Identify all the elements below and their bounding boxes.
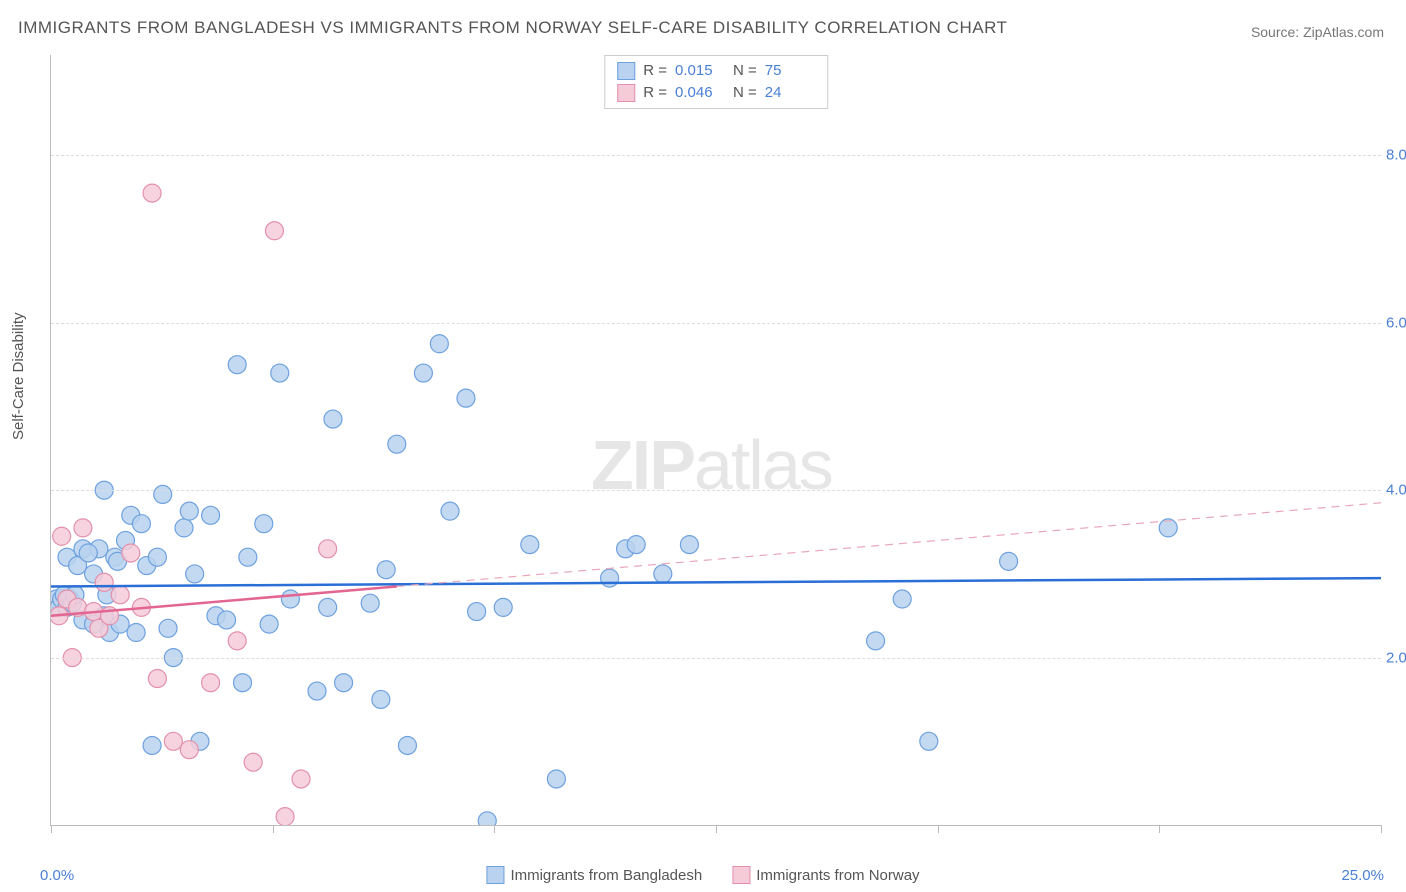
correlation-legend: R = 0.015 N = 75 R = 0.046 N = 24 <box>604 55 828 109</box>
gridline <box>51 323 1381 324</box>
legend-swatch <box>486 866 504 884</box>
x-axis-min-label: 0.0% <box>40 867 74 884</box>
n-value: 24 <box>765 82 815 104</box>
n-label: N = <box>733 60 757 82</box>
x-tick <box>938 825 939 833</box>
x-axis-max-label: 25.0% <box>1341 867 1384 884</box>
y-tick-label: 4.0% <box>1386 482 1406 499</box>
gridline <box>51 490 1381 491</box>
x-tick <box>1159 825 1160 833</box>
r-value: 0.046 <box>675 82 725 104</box>
scatter-chart-svg <box>51 55 1381 825</box>
chart-title: IMMIGRANTS FROM BANGLADESH VS IMMIGRANTS… <box>18 18 1007 38</box>
y-tick-label: 8.0% <box>1386 147 1406 164</box>
legend-label: Immigrants from Bangladesh <box>510 867 702 884</box>
x-tick <box>1381 825 1382 833</box>
x-tick <box>51 825 52 833</box>
corr-legend-row: R = 0.046 N = 24 <box>617 82 815 104</box>
legend-swatch <box>617 62 635 80</box>
legend-swatch <box>617 84 635 102</box>
gridline <box>51 658 1381 659</box>
legend-item: Immigrants from Bangladesh <box>486 866 702 884</box>
n-value: 75 <box>765 60 815 82</box>
gridline <box>51 155 1381 156</box>
x-tick <box>273 825 274 833</box>
y-axis-label: Self-Care Disability <box>10 312 27 440</box>
legend-swatch <box>732 866 750 884</box>
y-tick-label: 6.0% <box>1386 314 1406 331</box>
corr-legend-row: R = 0.015 N = 75 <box>617 60 815 82</box>
chart-plot-area: ZIPatlas R =0.015N =75R =0.046N =24 2.0%… <box>50 55 1381 826</box>
r-label: R = <box>643 60 667 82</box>
legend-item: Immigrants from Norway <box>732 866 919 884</box>
r-value: 0.015 <box>675 60 725 82</box>
x-tick <box>494 825 495 833</box>
source-label: Source: ZipAtlas.com <box>1251 24 1384 40</box>
r-label: R = <box>643 82 667 104</box>
n-label: N = <box>733 82 757 104</box>
series-legend: Immigrants from Bangladesh Immigrants fro… <box>486 866 919 884</box>
y-tick-label: 2.0% <box>1386 649 1406 666</box>
legend-label: Immigrants from Norway <box>756 867 919 884</box>
x-tick <box>716 825 717 833</box>
